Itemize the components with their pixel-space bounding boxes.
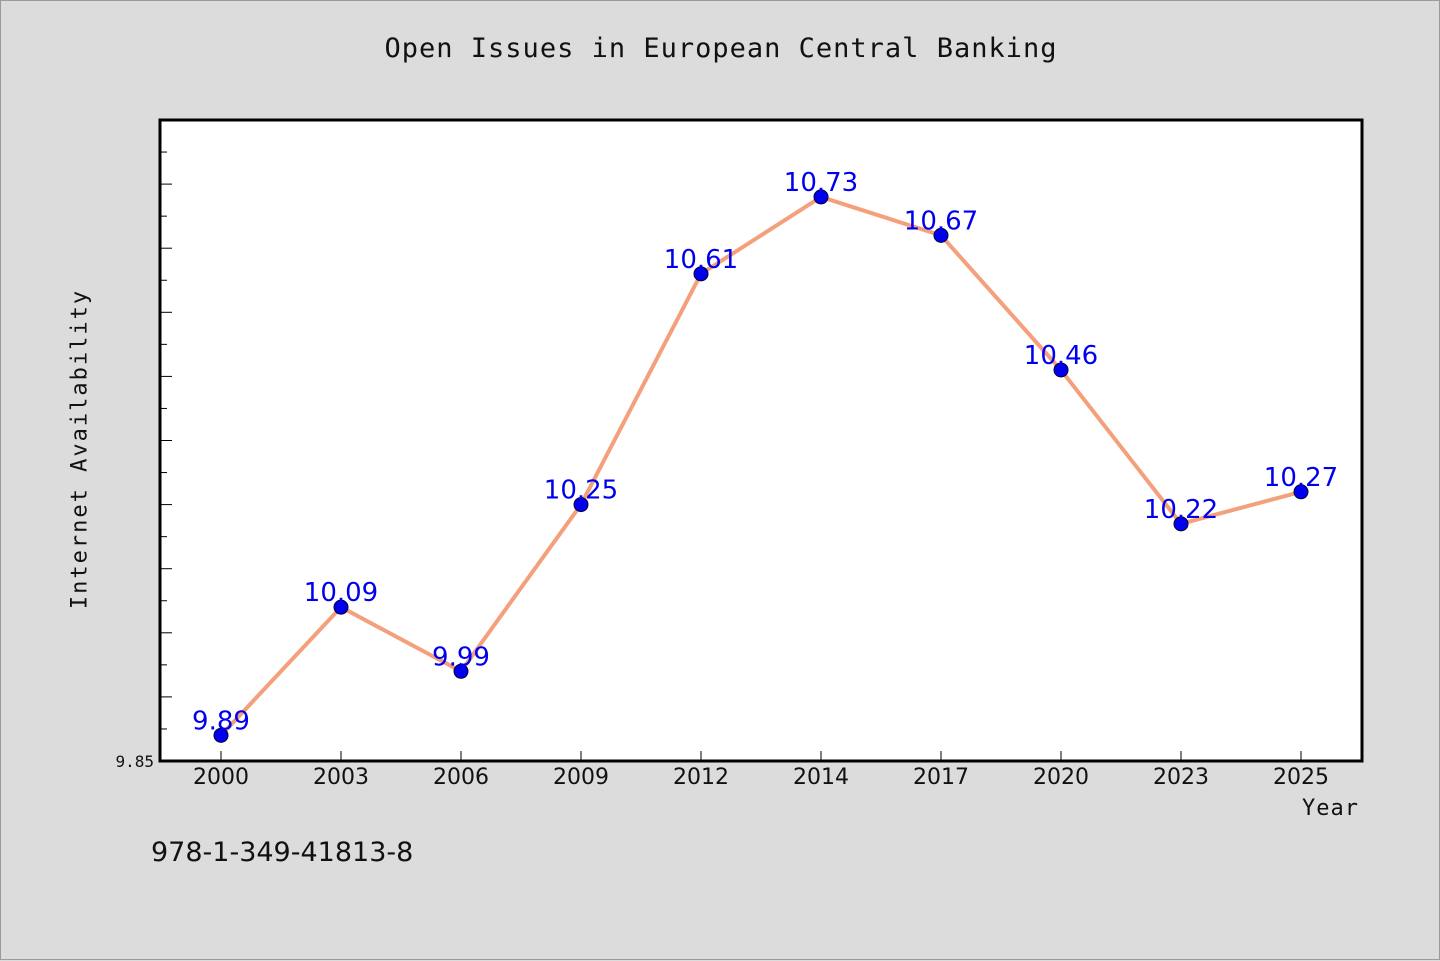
plot-area [158,118,1364,763]
x-tick-label: 2014 [793,765,849,790]
data-point [933,227,949,243]
data-point [813,189,829,205]
data-label: 10.09 [304,578,378,608]
data-point [333,599,349,615]
y-axis-ticks: 9.85 [115,119,172,771]
x-tick-label: 2025 [1273,765,1329,790]
data-label: 10.46 [1024,341,1098,371]
data-label: 10.61 [664,245,738,275]
y-tick-label: 9.85 [115,752,154,771]
data-point [1173,516,1189,532]
data-label: 10.25 [544,476,618,506]
x-tick-label: 2023 [1153,765,1209,790]
data-label: 10.27 [1264,463,1338,493]
data-point [693,266,709,282]
x-tick-label: 2012 [673,765,729,790]
data-point [453,663,469,679]
series-group: 9.89 10.09 9.99 10.25 10.61 10.73 10.67 10.46 10… [192,168,1338,743]
x-axis-ticks: 2000 2003 2006 2009 2012 2014 2017 2020 2023 2025 [193,751,1329,790]
data-label: 10.22 [1144,495,1218,525]
x-axis-label: Year [1302,796,1359,821]
y-axis-label: Internet Availability [67,288,93,610]
x-tick-label: 2017 [913,765,969,790]
x-tick-label: 2000 [193,765,249,790]
series-line [219,194,1302,737]
x-tick-label: 2003 [313,765,369,790]
data-point [1053,362,1069,378]
x-tick-label: 2006 [433,765,489,790]
data-label: 9.89 [192,706,250,736]
isbn-footer: 978-1-349-41813-8 [151,837,414,868]
x-tick-label: 2009 [553,765,609,790]
data-point [573,497,589,513]
data-point [1293,484,1309,500]
data-point [213,727,229,743]
x-tick-label: 2020 [1033,765,1089,790]
data-label: 10.73 [784,168,858,198]
data-label: 10.67 [904,206,978,236]
chart-title: Open Issues in European Central Banking [384,33,1058,64]
data-label: 9.99 [432,642,490,672]
